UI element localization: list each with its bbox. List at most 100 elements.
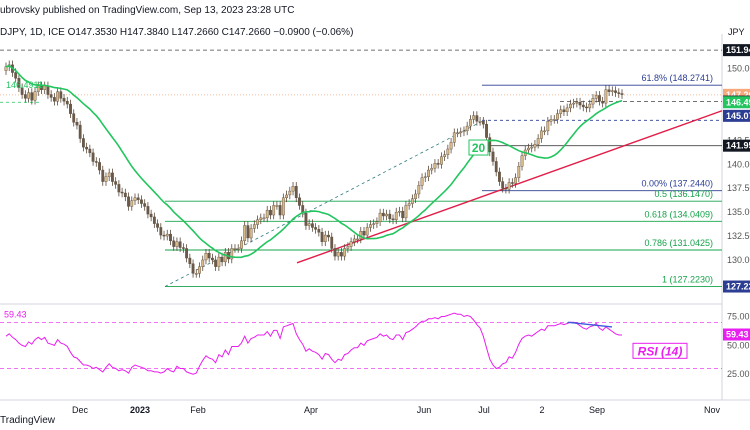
price-axis-tag <box>723 139 750 152</box>
candle-body <box>549 119 553 122</box>
fib-level-label: 1 (127.2230) <box>662 275 713 285</box>
time-tick-label: Jul <box>478 405 490 415</box>
candle-body <box>23 94 27 99</box>
candle-body <box>207 253 211 259</box>
candle-body <box>543 130 546 133</box>
candle-body <box>494 161 498 173</box>
candle-body <box>433 163 437 169</box>
candle-body <box>617 92 621 94</box>
candle-body <box>104 176 108 182</box>
candle-body <box>56 91 60 102</box>
candle-body <box>333 248 337 257</box>
candle-body <box>20 87 24 95</box>
fib-level-label: 0.618 (134.0409) <box>644 209 713 219</box>
candle-body <box>504 188 508 190</box>
price-axis-tag-label: 147.26 <box>726 90 750 100</box>
candle-body <box>472 115 476 120</box>
candle-body <box>562 109 566 112</box>
candle-body <box>385 213 388 217</box>
price-axis-tag <box>723 280 750 293</box>
candle-body <box>469 119 472 127</box>
candle-body <box>391 218 395 221</box>
price-tick-label: 132.50 <box>727 231 750 241</box>
candle-body <box>310 223 314 228</box>
candle-body <box>149 213 153 218</box>
candle-body <box>127 196 130 207</box>
candle-body <box>98 162 101 171</box>
candle-body <box>536 138 540 145</box>
candle-body <box>336 252 340 257</box>
candle-body <box>14 72 18 79</box>
candle-body <box>130 200 134 207</box>
candle-body <box>449 142 453 150</box>
candle-body <box>443 154 447 157</box>
candle-body <box>420 177 424 186</box>
candle-body <box>111 172 114 182</box>
candle-body <box>217 256 221 267</box>
candle-body <box>340 252 343 257</box>
candle-body <box>243 225 247 242</box>
rsi-left-value: 59.43 <box>4 310 27 320</box>
candle-body <box>117 184 121 193</box>
candle-body <box>262 217 266 220</box>
candle-body <box>517 166 521 178</box>
candle-body <box>49 94 53 98</box>
candle-body <box>285 194 288 198</box>
rsi-label-box <box>632 342 688 359</box>
candle-body <box>62 98 66 102</box>
price-axis-tag-label: 127.22 <box>726 282 750 292</box>
price-tick-label: 140.00 <box>727 159 750 169</box>
time-tick-label: Jun <box>417 405 432 415</box>
candle-body <box>169 233 172 242</box>
moving-average-line <box>5 64 623 259</box>
candle-body <box>211 257 214 261</box>
candle-body <box>43 85 47 90</box>
candle-body <box>265 210 269 219</box>
candle-body <box>33 91 37 101</box>
candle-body <box>578 101 582 106</box>
candle-body <box>475 115 479 122</box>
rsi-tick-label: 75.00 <box>727 312 750 322</box>
candle-body <box>133 197 137 201</box>
candle-body <box>291 186 295 192</box>
candle-body <box>175 241 179 247</box>
candle-body <box>249 228 253 239</box>
candle-body <box>91 152 95 162</box>
price-tick-label: 150.00 <box>727 64 750 74</box>
candle-body <box>410 198 414 204</box>
candle-body <box>162 234 166 237</box>
candle-body <box>75 122 79 126</box>
time-tick-label: Sep <box>589 405 605 415</box>
candle-body <box>159 227 163 236</box>
candle-body <box>514 177 517 184</box>
candle-body <box>604 89 608 104</box>
candle-body <box>439 156 443 165</box>
candle-body <box>220 256 224 263</box>
price-axis-tag-label: 146.49 <box>726 97 750 107</box>
candle-body <box>246 225 250 239</box>
candle-body <box>143 203 147 207</box>
candle-body <box>94 161 98 163</box>
currency-label: JPY <box>728 27 745 37</box>
rsi-axis-tag-label: 59.43 <box>726 330 749 340</box>
candle-body <box>178 241 182 248</box>
candle-body <box>72 113 76 123</box>
candle-body <box>317 229 321 233</box>
candle-body <box>30 92 34 101</box>
candle-body <box>165 233 169 237</box>
candle-body <box>559 109 563 114</box>
candle-body <box>398 210 401 213</box>
candle-body <box>414 193 417 199</box>
candle-body <box>588 103 592 109</box>
fib-level-label: 0.5 (136.1470) <box>654 189 713 199</box>
candle-body <box>114 181 118 185</box>
candle-body <box>233 248 237 250</box>
candle-body <box>36 85 40 92</box>
candle-body <box>591 98 595 105</box>
candle-body <box>140 199 143 204</box>
candle-body <box>85 146 89 150</box>
candle-body <box>530 146 534 149</box>
candle-body <box>546 121 550 132</box>
candle-body <box>252 224 256 229</box>
